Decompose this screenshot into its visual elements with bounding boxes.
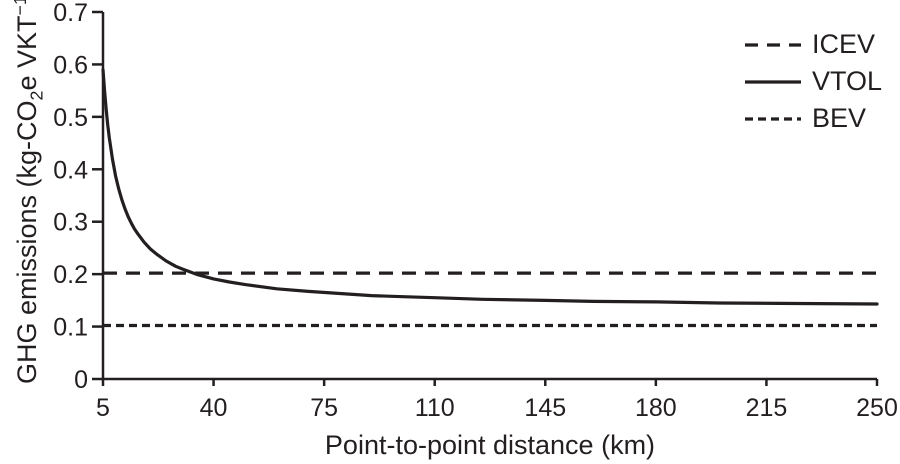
x-tick-label: 215 [746,394,788,422]
x-tick-label: 110 [415,394,455,422]
x-tick-label: 40 [200,394,228,422]
x-tick-label: 180 [635,394,677,422]
plot-series [101,68,879,328]
dashed-long-line-icon [745,42,801,47]
series-vtol-curve [101,68,879,306]
x-tick-label: 145 [524,394,566,422]
legend-item-bev: BEV [744,100,882,137]
y-tick-label: 0.7 [53,0,88,27]
legend: ICEV VTOL BEV [744,26,882,137]
solid-line-icon [745,79,801,84]
dashed-short-line-icon [745,116,801,121]
x-tick-label: 75 [310,394,338,422]
legend-label-icev: ICEV [812,29,876,59]
y-tick-label: 0.2 [53,261,88,289]
y-tick-label: 0.4 [53,156,88,184]
x-tick-label: 250 [856,394,898,422]
legend-item-vtol: VTOL [744,63,882,100]
legend-label-vtol: VTOL [812,66,883,96]
y-tick-label: 0.3 [53,209,88,237]
x-axis-title: Point-to-point distance (km) [324,430,656,460]
legend-item-icev: ICEV [744,26,882,63]
axis-ticks: 5 40 75 110 145 180 215 250 0 0.1 0.2 0.3 0.4 0.5 0.6 0… [53,0,898,422]
y-tick-label: 0.6 [53,51,88,79]
legend-label-bev: BEV [812,103,867,133]
y-tick-label: 0 [74,366,88,394]
y-tick-label: 0.1 [53,314,88,342]
y-tick-label: 0.5 [53,104,88,132]
x-tick-label: 5 [96,394,110,422]
